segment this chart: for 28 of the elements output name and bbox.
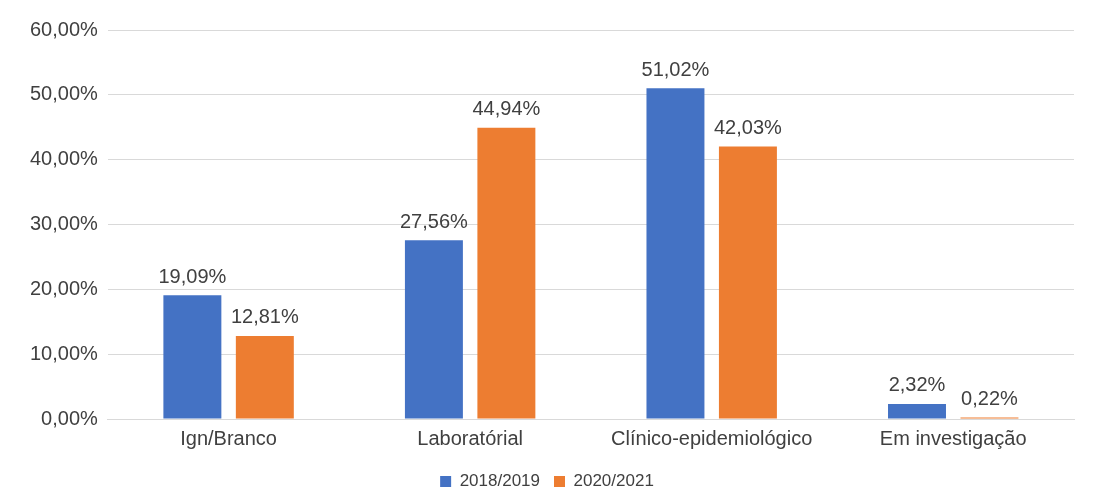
bar [404, 240, 463, 419]
bar [163, 295, 222, 419]
y-tick-label: 40,00% [29, 147, 99, 170]
data-label: 2,32% [888, 373, 946, 396]
data-label: 42,03% [714, 116, 783, 139]
bar [888, 403, 946, 419]
y-tick-label: 30,00% [29, 212, 99, 235]
x-tick-label: Em investigação [879, 426, 1027, 449]
data-label: 0,22% [961, 387, 1019, 410]
legend-label: 2020/2021 [573, 471, 654, 491]
y-tick-label: 60,00% [29, 17, 99, 40]
bar [646, 88, 705, 419]
x-tick-label: Ign/Branco [180, 426, 277, 449]
bar [477, 127, 536, 419]
legend-label: 2018/2019 [459, 471, 541, 491]
x-tick-label: Clínico-epidemiológico [611, 426, 813, 449]
y-tick-label: 20,00% [29, 276, 99, 299]
data-label: 51,02% [641, 57, 710, 80]
x-tick-label: Laboratórial [417, 426, 523, 449]
bar [235, 335, 294, 419]
data-label: 19,09% [158, 264, 227, 287]
bar [718, 146, 777, 419]
y-tick-label: 50,00% [29, 82, 99, 105]
data-label: 12,81% [230, 305, 299, 328]
data-label: 44,94% [472, 97, 541, 120]
y-tick-label: 10,00% [29, 341, 99, 364]
data-label: 27,56% [399, 209, 469, 232]
y-tick-label: 0,00% [41, 406, 99, 429]
